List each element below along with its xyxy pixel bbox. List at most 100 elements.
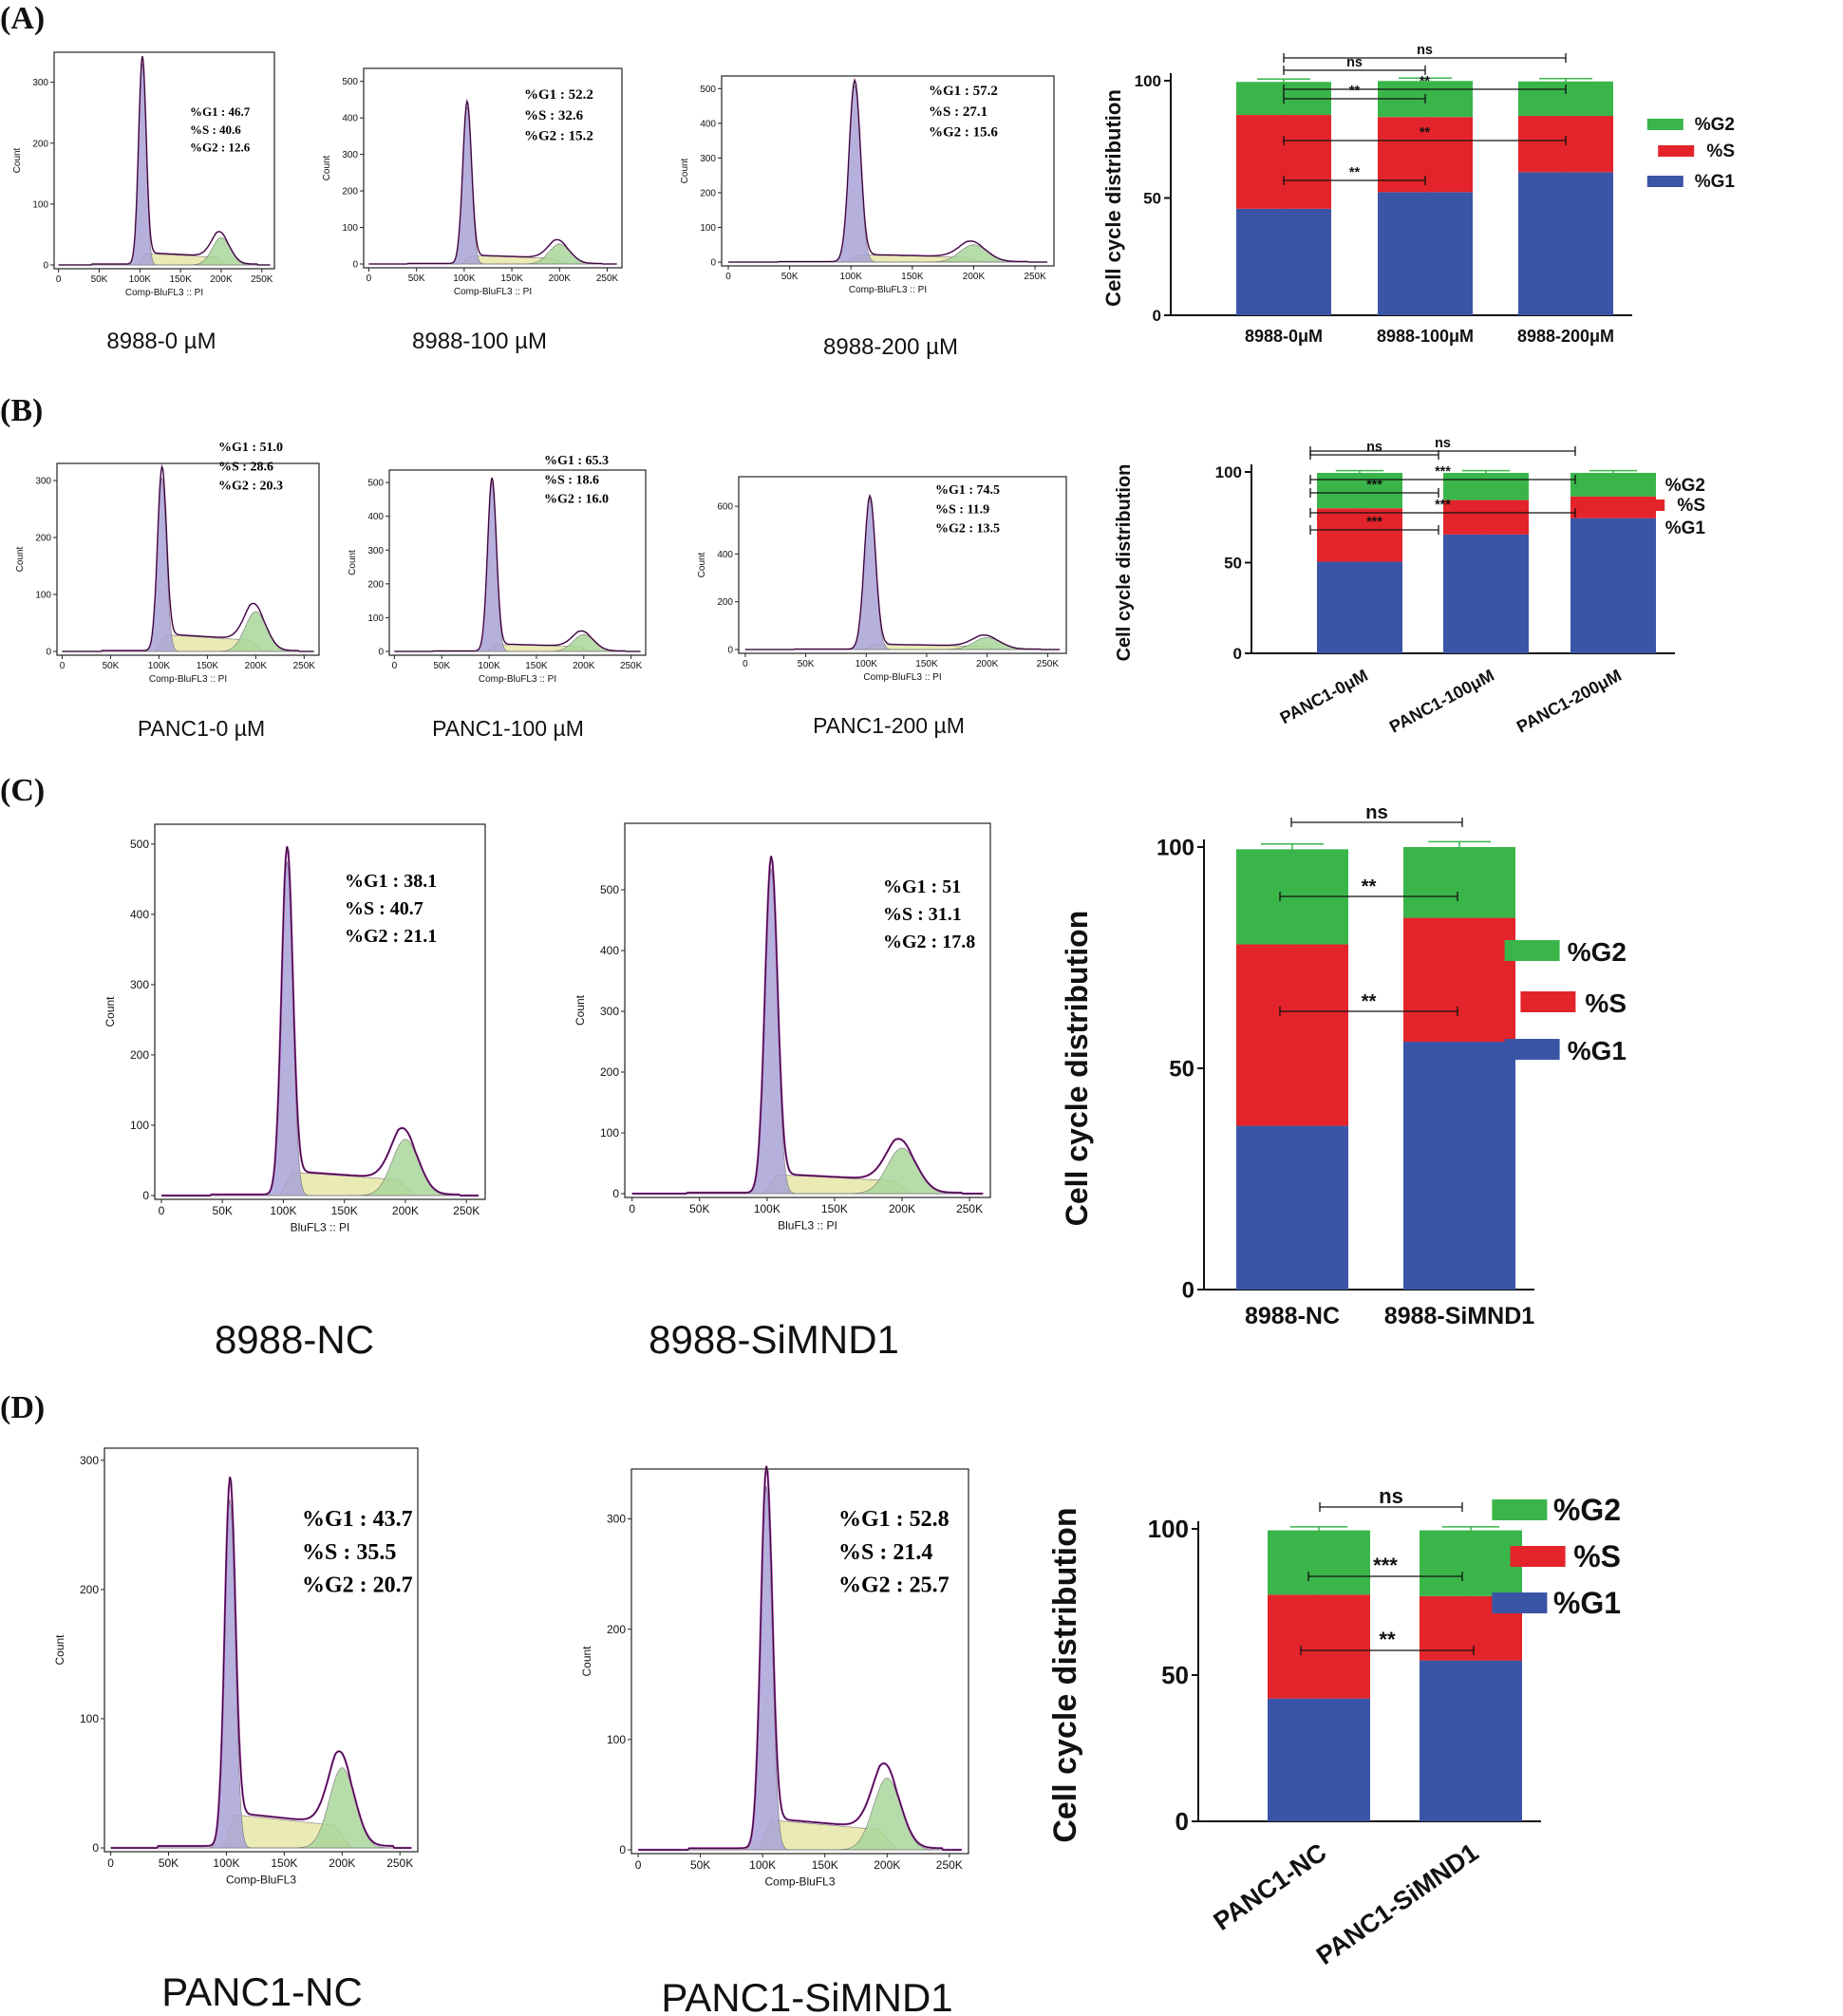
x-tick-label: 100K xyxy=(213,1856,239,1870)
x-tick-label: 50K xyxy=(159,1856,179,1870)
legend-swatch xyxy=(1492,1499,1548,1520)
y-tick-label: 400 xyxy=(130,908,149,921)
x-tick-label: 250K xyxy=(620,661,643,671)
y-tick-label: 50 xyxy=(1143,189,1161,207)
legend-label: %S xyxy=(1677,496,1705,516)
legend-label: %S xyxy=(1706,141,1735,161)
y-tick-label: 400 xyxy=(600,944,619,957)
y-tick-label: 0 xyxy=(1153,307,1161,325)
histogram-caption: PANC1-SiMND1 xyxy=(661,1975,952,2016)
stat-s: %S : 27.1 xyxy=(929,104,987,120)
y-tick-label: 200 xyxy=(342,187,358,198)
x-tick-label: PANC1-0μM xyxy=(1277,666,1371,727)
legend-swatch xyxy=(1646,119,1683,130)
bar-segment xyxy=(1317,508,1402,562)
y-tick-label: 100 xyxy=(32,199,48,210)
y-axis-label: Count xyxy=(12,147,23,173)
x-tick-label: 50K xyxy=(689,1202,709,1215)
legend-swatch xyxy=(1504,940,1560,961)
stat-g2: %G2 : 21.1 xyxy=(345,926,437,947)
stat-g1: %G1 : 38.1 xyxy=(345,871,437,892)
y-tick-label: 300 xyxy=(32,78,48,88)
raw-histogram-line xyxy=(394,477,641,652)
x-tick-label: 100K xyxy=(270,1204,296,1217)
model-fit-line xyxy=(110,1477,412,1850)
g1-phase-area xyxy=(58,64,271,266)
legend-label: %G1 xyxy=(1553,1586,1621,1620)
stat-g2: %G2 : 20.7 xyxy=(302,1573,413,1598)
bar-segment xyxy=(1268,1594,1370,1699)
x-tick-label: 250K xyxy=(1037,659,1060,669)
histogram-frame xyxy=(738,476,1067,654)
legend-swatch xyxy=(1492,1592,1548,1613)
x-tick-label: 50K xyxy=(690,1858,710,1872)
y-tick-label: 200 xyxy=(600,1065,619,1079)
model-fit-line xyxy=(62,463,314,652)
stat-g1: %G1 : 52.8 xyxy=(838,1507,950,1532)
histogram-frame xyxy=(624,822,991,1198)
y-tick-label: 300 xyxy=(342,150,358,160)
y-tick-label: 300 xyxy=(600,1005,619,1018)
x-tick-label: 250K xyxy=(936,1858,963,1872)
x-tick-label: 250K xyxy=(251,274,273,285)
x-tick-label: 250K xyxy=(1024,272,1046,282)
bar-segment xyxy=(1403,1042,1515,1290)
x-axis-label: Comp-BluFL3 :: PI xyxy=(125,288,203,298)
bar-segment xyxy=(1236,944,1348,1126)
legend-swatch xyxy=(1520,991,1576,1012)
raw-histogram-line xyxy=(110,1477,412,1849)
x-tick-label: 200K xyxy=(329,1856,355,1870)
significance-label: ** xyxy=(1349,165,1361,180)
y-tick-label: 400 xyxy=(367,512,384,522)
y-tick-label: 300 xyxy=(607,1513,626,1526)
x-tick-label: 200K xyxy=(976,659,999,669)
x-tick-label: 100K xyxy=(478,661,500,671)
y-tick-label: 50 xyxy=(1224,554,1242,572)
significance-label: ns xyxy=(1366,440,1382,455)
x-tick-label: 150K xyxy=(821,1202,848,1215)
x-tick-label: 0 xyxy=(743,659,748,669)
model-fit-line xyxy=(161,846,479,1197)
stat-s: %S : 40.7 xyxy=(345,898,423,919)
flow-histogram: 0 50K 100K 150K 200K 250K 0 100 200 300 Comp-BluFL… xyxy=(12,51,275,354)
flow-histogram: 0 50K 100K 150K 200K 250K 0 100 200 300 400 500 Comp… xyxy=(322,67,623,354)
x-tick-label: 200K xyxy=(963,272,986,282)
x-tick-label: PANC1-SiMND1 xyxy=(1311,1837,1483,1970)
histogram-frame xyxy=(154,823,486,1200)
significance-label: *** xyxy=(1366,478,1382,493)
x-tick-label: 200K xyxy=(889,1202,915,1215)
x-tick-label: 200K xyxy=(549,273,572,284)
y-tick-label: 100 xyxy=(600,1126,619,1140)
bar-segment xyxy=(1443,499,1529,535)
significance-label: *** xyxy=(1435,498,1451,513)
x-tick-label: 50K xyxy=(433,661,450,671)
legend-label: %G1 xyxy=(1695,172,1736,192)
x-tick-label: 100K xyxy=(840,272,863,282)
x-tick-label: 100K xyxy=(129,274,152,285)
x-tick-label: 50K xyxy=(103,661,120,671)
significance-label: ns xyxy=(1365,802,1388,823)
y-tick-label: 500 xyxy=(600,883,619,896)
y-tick-label: 300 xyxy=(700,154,716,164)
x-tick-label: 0 xyxy=(725,272,731,282)
bar-segment xyxy=(1403,847,1515,918)
x-axis-label: Comp-BluFL3 :: PI xyxy=(454,287,532,297)
legend-label: %G1 xyxy=(1665,518,1706,538)
raw-histogram-line xyxy=(728,78,1047,263)
bar-segment xyxy=(1317,561,1402,653)
histogram-frame xyxy=(630,1468,969,1855)
stat-g2: %G2 : 15.2 xyxy=(524,129,593,144)
histogram-caption: PANC1-200 µM xyxy=(813,713,965,738)
x-tick-label: 250K xyxy=(386,1856,413,1870)
y-tick-label: 500 xyxy=(367,479,384,489)
stat-s: %S : 21.4 xyxy=(838,1540,932,1565)
y-axis-label: Cell cycle distribution xyxy=(1101,89,1125,307)
y-tick-label: 100 xyxy=(607,1733,626,1746)
g1-phase-area xyxy=(161,861,479,1196)
stat-g2: %G2 : 12.6 xyxy=(190,141,251,155)
y-axis-label: Count xyxy=(680,158,690,183)
y-tick-label: 0 xyxy=(710,258,716,269)
x-tick-label: 150K xyxy=(331,1204,358,1217)
stat-g1: %G1 : 57.2 xyxy=(929,84,998,99)
x-tick-label: 250K xyxy=(453,1204,480,1217)
